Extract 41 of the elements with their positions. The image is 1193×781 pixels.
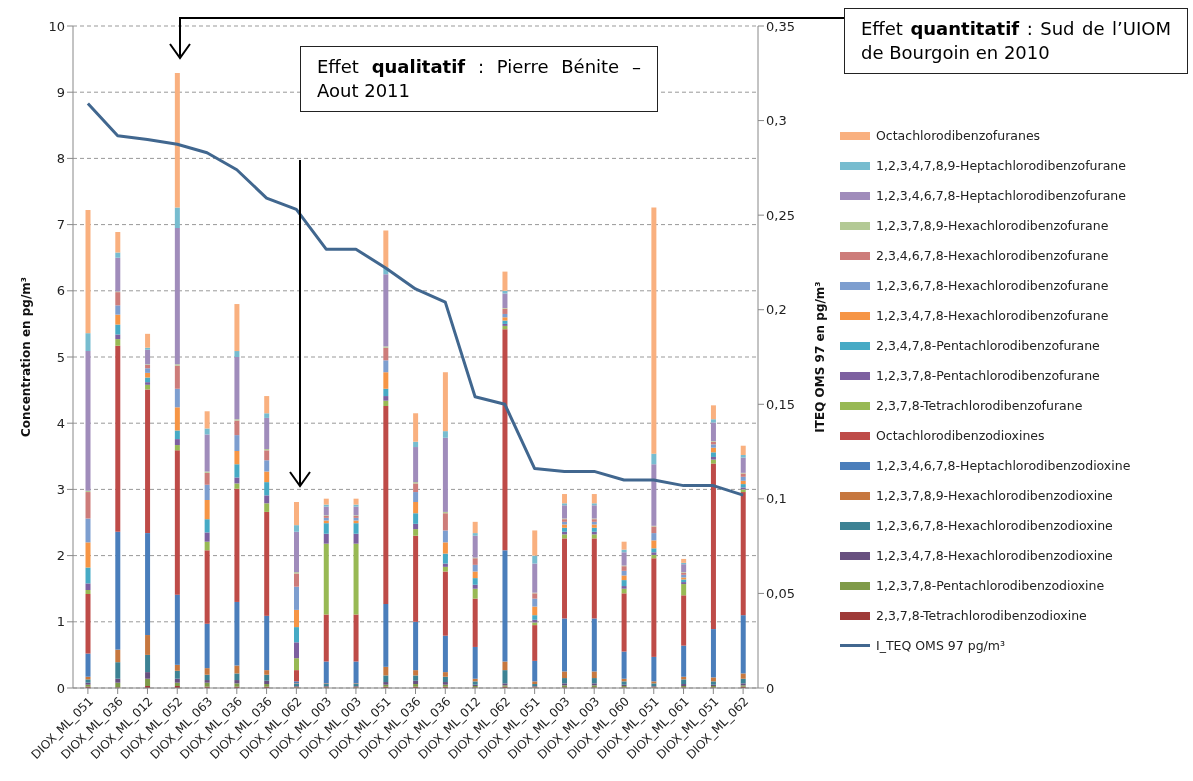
y2-tick-label: 0,25: [766, 207, 795, 223]
y-tick-label: 8: [56, 151, 65, 167]
legend-label: 2,3,4,7,8-Pentachlorodibenzofurane: [876, 338, 1100, 353]
y2-tick-label: 0,3: [766, 113, 787, 129]
text: Effet quantitatif : Sud de l’UIOM de Bourgoin en 2010: [861, 18, 1171, 63]
y-tick-label: 9: [56, 84, 65, 100]
legend-label: I_TEQ OMS 97 pg/m³: [876, 638, 1005, 653]
y-axis-title: Concentration en pg/m³: [19, 276, 34, 438]
legend-label: 2,3,7,8-Tetrachlorodibenzofurane: [876, 398, 1083, 413]
y2-tick-label: 0,05: [766, 586, 795, 602]
legend-label: Octachlorodibenzodioxines: [876, 428, 1045, 443]
text: Effet qualitatif : Pierre Bénite – Aout 2011: [317, 56, 641, 101]
legend-label: 2,3,4,6,7,8-Hexachlorodibenzofurane: [876, 248, 1109, 263]
legend-label: Octachlorodibenzofuranes: [876, 128, 1041, 143]
y2-tick-label: 0,2: [766, 302, 787, 318]
y2-tick-label: 0,15: [766, 396, 795, 412]
legend-label: 1,2,3,4,6,7,8-Heptachlorodibenzofurane: [876, 188, 1126, 203]
legend-label: 2,3,7,8-Tetrachlorodibenzodioxine: [876, 608, 1087, 623]
legend-label: 1,2,3,6,7,8-Hexachlorodibenzofurane: [876, 278, 1109, 293]
legend-label: 1,2,3,7,8,9-Hexachlorodibenzofurane: [876, 218, 1109, 233]
y2-tick-label: 0: [766, 680, 775, 696]
legend-label: 1,2,3,4,7,8,9-Heptachlorodibenzofurane: [876, 158, 1126, 173]
legend-label: 1,2,3,4,6,7,8-Heptachlorodibenzodioxine: [876, 458, 1131, 473]
legend-label: 1,2,3,7,8,9-Hexachlorodibenzodioxine: [876, 488, 1113, 503]
legend-label: 1,2,3,7,8-Pentachlorodibenzofurane: [876, 368, 1100, 383]
y-tick-label: 2: [56, 548, 65, 564]
legend-label: 1,2,3,4,7,8-Hexachlorodibenzofurane: [876, 308, 1109, 323]
legend-label: 1,2,3,6,7,8-Hexachlorodibenzodioxine: [876, 518, 1113, 533]
legend-label: 1,2,3,7,8-Pentachlorodibenzodioxine: [876, 578, 1105, 593]
y-tick-label: 7: [56, 217, 65, 233]
y-tick-label: 5: [56, 349, 65, 365]
y-tick-label: 0: [56, 680, 65, 696]
y-tick-label: 6: [56, 283, 65, 299]
legend-label: 1,2,3,4,7,8-Hexachlorodibenzodioxine: [876, 548, 1113, 563]
y-tick-label: 4: [56, 415, 65, 431]
y2-tick-label: 0,35: [766, 18, 795, 34]
y2-axis-title: ITEQ OMS 97 en pg/m³: [813, 281, 828, 433]
y-tick-label: 10: [48, 18, 65, 34]
y-tick-label: 1: [56, 614, 65, 630]
y-tick-label: 3: [56, 482, 65, 498]
y2-tick-label: 0,1: [766, 491, 787, 507]
